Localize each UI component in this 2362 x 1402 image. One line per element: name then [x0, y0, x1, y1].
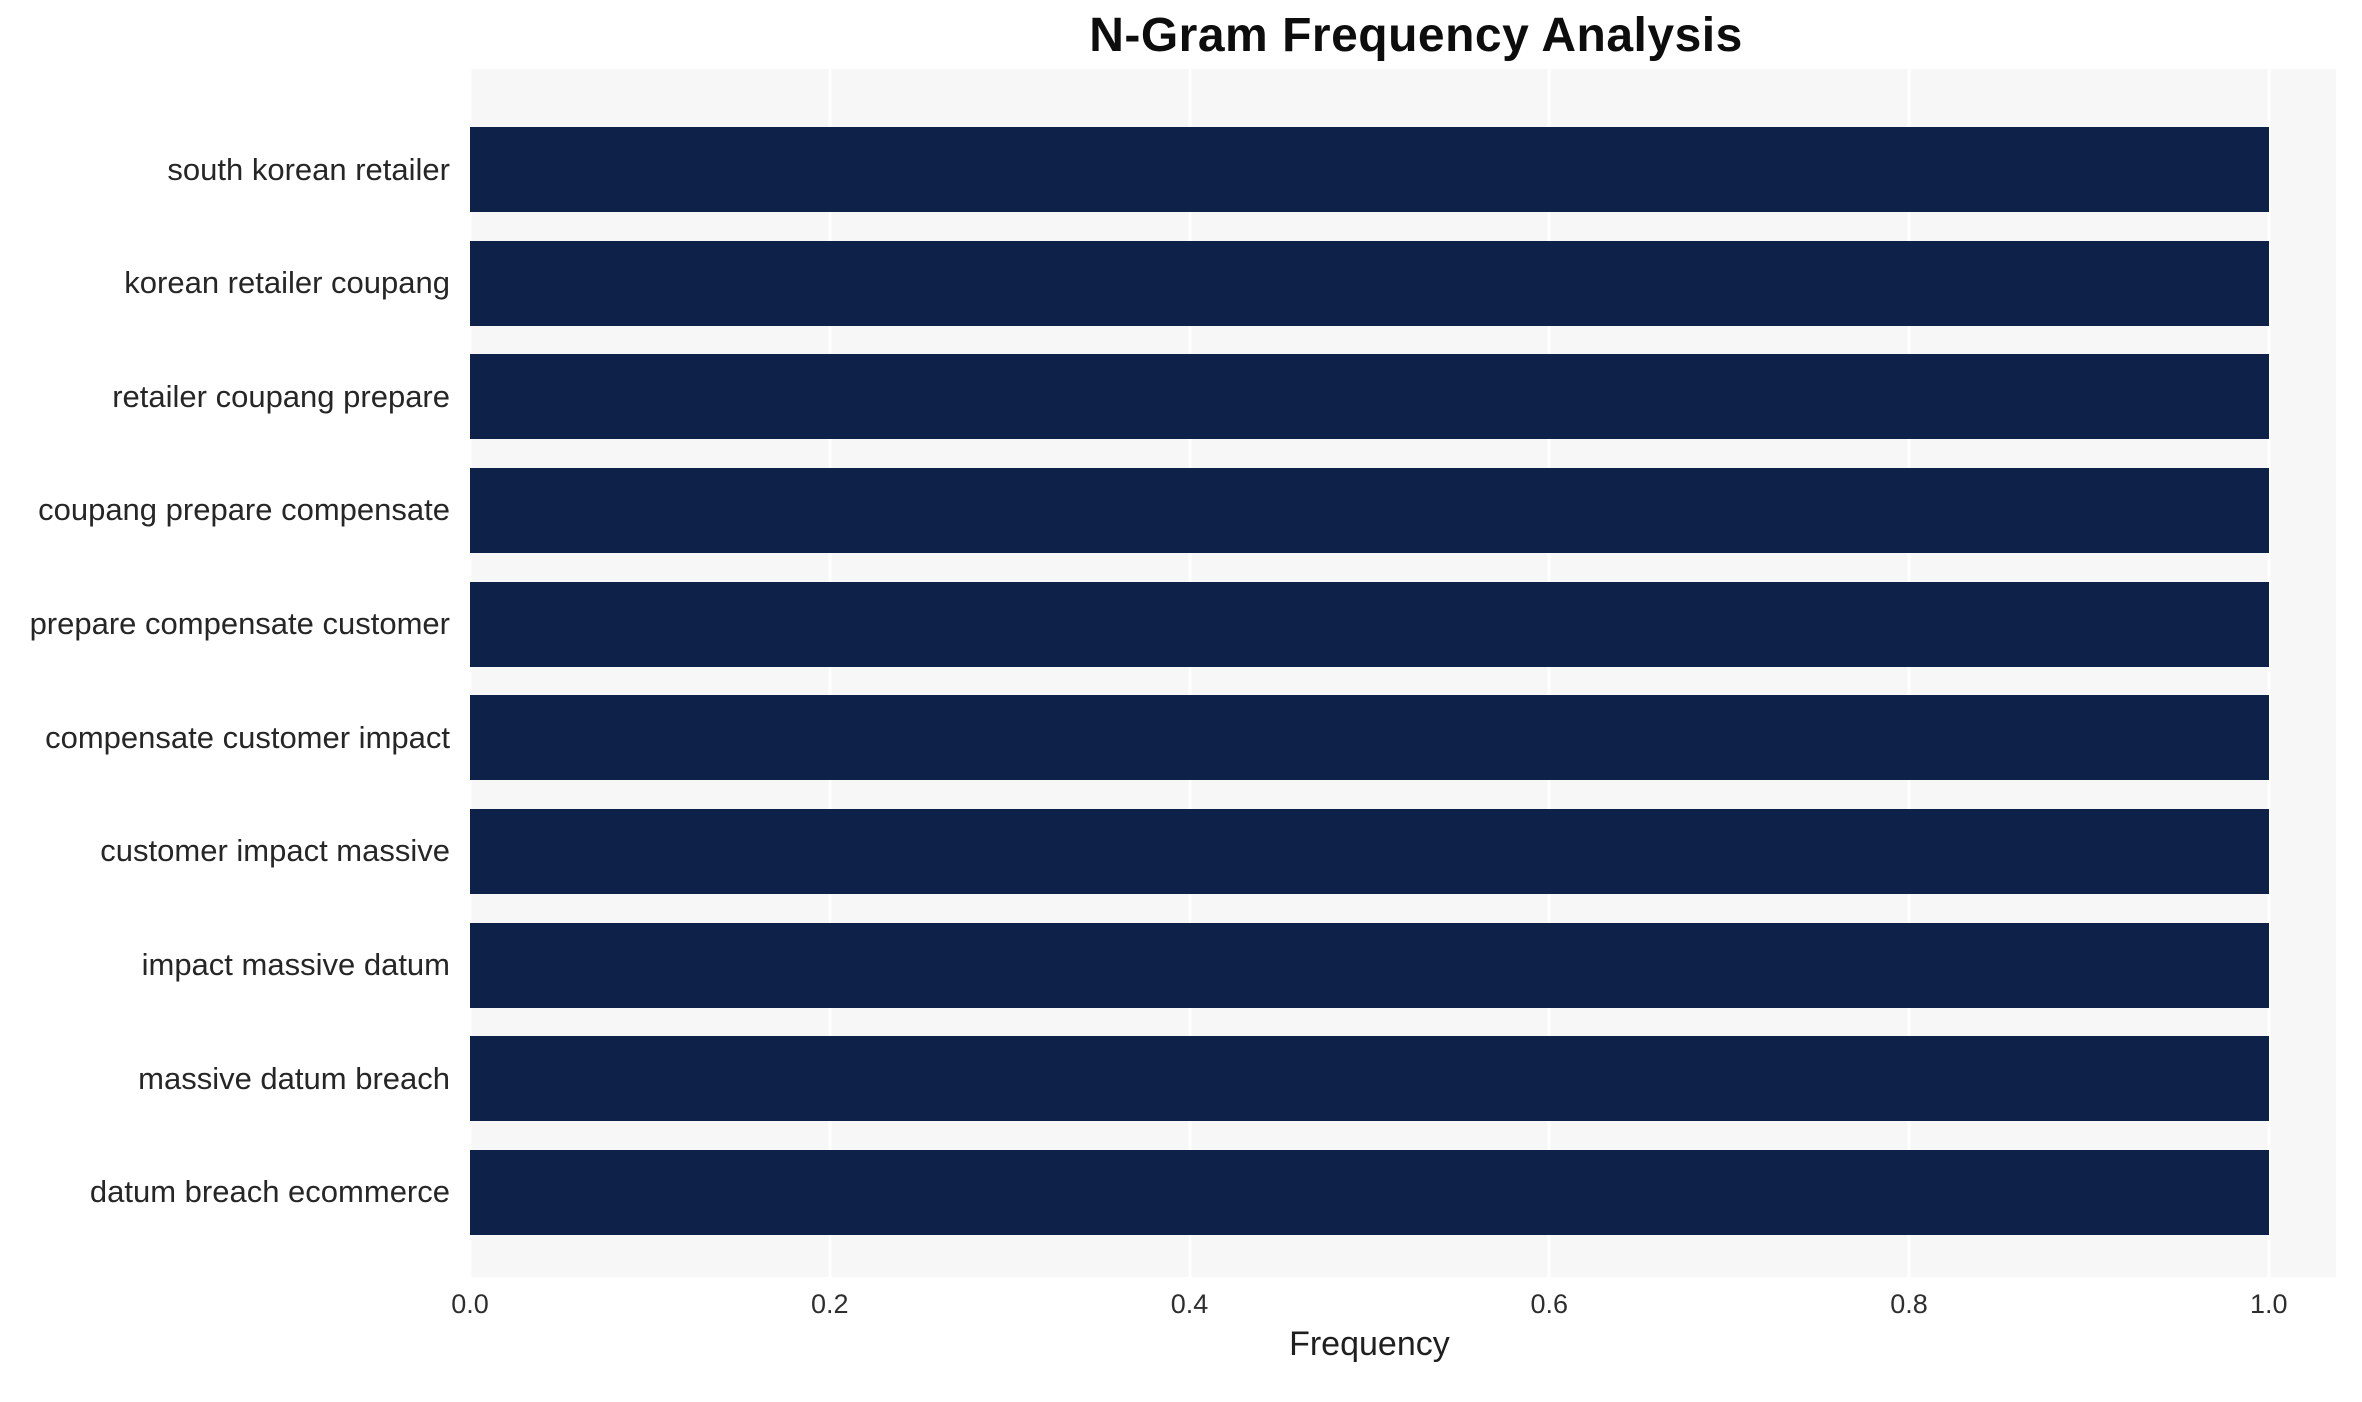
- bar-scale: [470, 581, 2269, 667]
- bar-track: [470, 1036, 2336, 1122]
- y-tick-label: datum breach ecommerce: [89, 1174, 450, 1210]
- bar-row: compensate customer impact: [0, 695, 2362, 781]
- frequency-bar: [470, 354, 2269, 440]
- bar-track: [470, 922, 2336, 1008]
- bar-row: customer impact massive: [0, 808, 2362, 894]
- x-axis-label: Frequency: [1289, 1325, 1450, 1363]
- y-tick-label: customer impact massive: [100, 833, 450, 869]
- y-tick-label: korean retailer coupang: [124, 265, 450, 301]
- frequency-bar: [470, 581, 2269, 667]
- bar-track: [470, 808, 2336, 894]
- gridline: [828, 69, 832, 1277]
- bar-scale: [470, 240, 2269, 326]
- y-tick-label: compensate customer impact: [45, 719, 450, 755]
- bar-rows: south korean retailer korean retailer cou…: [0, 69, 2362, 1277]
- bar-row: retailer coupang prepare: [0, 354, 2362, 440]
- bar-track: [470, 354, 2336, 440]
- gridline: [1547, 69, 1551, 1277]
- frequency-bar: [470, 127, 2269, 212]
- x-tick-label: 0.8: [1890, 1289, 1928, 1319]
- bar-row: coupang prepare compensate: [0, 467, 2362, 553]
- bar-track: [470, 581, 2336, 667]
- frequency-bar: [470, 467, 2269, 553]
- bar-scale: [470, 808, 2269, 894]
- bar-row: south korean retailer: [0, 127, 2362, 212]
- bar-track: [470, 127, 2336, 212]
- gridline: [1907, 69, 1911, 1277]
- bar-scale: [470, 1149, 2269, 1235]
- bar-row: prepare compensate customer: [0, 581, 2362, 667]
- bar-scale: [470, 127, 2269, 212]
- bar-scale: [470, 467, 2269, 553]
- bar-scale: [470, 1036, 2269, 1122]
- y-tick-label: retailer coupang prepare: [112, 378, 450, 414]
- bar-track: [470, 240, 2336, 326]
- bar-row: datum breach ecommerce: [0, 1149, 2362, 1235]
- bar-row: impact massive datum: [0, 922, 2362, 1008]
- frequency-bar: [470, 1149, 2269, 1235]
- plot-area: south korean retailer korean retailer cou…: [0, 69, 2362, 1277]
- bar-scale: [470, 695, 2269, 781]
- x-tick-label: 0.2: [810, 1289, 849, 1319]
- y-tick-label: coupang prepare compensate: [38, 492, 450, 528]
- x-tick-label: 1.0: [2250, 1289, 2288, 1319]
- bar-track: [470, 1149, 2336, 1235]
- x-tick-label: 0.6: [1530, 1289, 1569, 1319]
- x-axis-ticks: 0.0 0.2 0.4 0.6 0.8 1.0: [451, 1277, 2287, 1325]
- gridline: [1188, 69, 1192, 1277]
- bar-row: massive datum breach: [0, 1036, 2362, 1122]
- x-axis-label-row: Frequency: [470, 1325, 2336, 1364]
- bar-row: korean retailer coupang: [0, 240, 2362, 326]
- x-tick-label: 0.4: [1170, 1289, 1209, 1319]
- y-tick-label: massive datum breach: [138, 1060, 450, 1096]
- gridline: [2267, 69, 2271, 1277]
- x-tick-label: 0.0: [451, 1289, 489, 1319]
- chart-title: N-Gram Frequency Analysis: [1089, 9, 1743, 62]
- bar-scale: [470, 354, 2269, 440]
- frequency-bar: [470, 808, 2269, 894]
- x-axis: 0.0 0.2 0.4 0.6 0.8 1.0: [451, 1277, 2336, 1325]
- bar-scale: [470, 922, 2269, 1008]
- gridline: [468, 69, 472, 1277]
- bar-track: [470, 695, 2336, 781]
- frequency-bar: [470, 695, 2269, 781]
- frequency-bar: [470, 1036, 2269, 1122]
- frequency-bar: [470, 922, 2269, 1008]
- gridlines: [468, 69, 2271, 1277]
- y-tick-label: prepare compensate customer: [29, 606, 450, 642]
- y-tick-label: impact massive datum: [141, 947, 450, 983]
- y-tick-label: south korean retailer: [167, 151, 450, 187]
- frequency-bar: [470, 240, 2269, 326]
- bar-track: [470, 467, 2336, 553]
